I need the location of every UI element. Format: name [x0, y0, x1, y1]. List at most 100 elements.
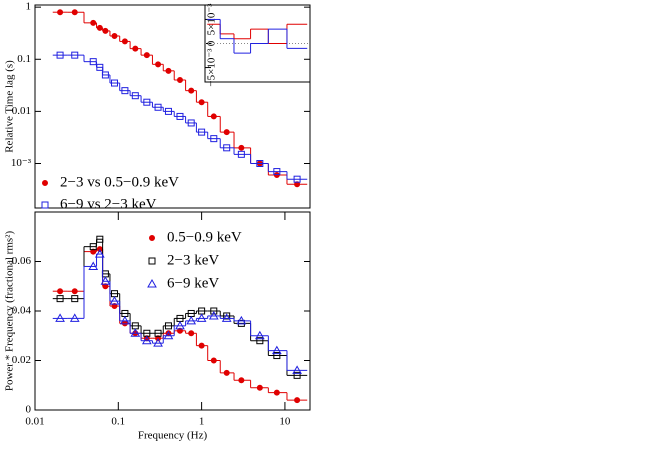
- marker: [57, 288, 64, 295]
- marker: [56, 51, 64, 59]
- y-tick-label: −5×10⁻³: [206, 48, 218, 87]
- marker: [221, 313, 232, 322]
- marker: [100, 276, 111, 285]
- marker: [256, 337, 264, 345]
- marker: [147, 278, 157, 288]
- marker: [120, 315, 130, 325]
- marker: [238, 377, 245, 384]
- marker: [293, 175, 301, 183]
- marker: [223, 369, 230, 376]
- marker: [90, 248, 97, 255]
- marker: [196, 313, 207, 322]
- marker: [176, 112, 184, 120]
- marker: [186, 315, 197, 325]
- x-tick-label: 10: [279, 416, 291, 428]
- marker: [121, 87, 129, 95]
- marker: [163, 330, 174, 340]
- marker: [94, 249, 105, 258]
- marker: [71, 9, 78, 16]
- marker: [149, 235, 155, 241]
- marker: [143, 52, 150, 59]
- marker: [175, 320, 185, 330]
- marker: [42, 180, 48, 186]
- legend-label: 2−3 keV: [167, 252, 219, 268]
- y-tick-label: 1: [26, 1, 32, 13]
- marker: [57, 9, 64, 16]
- marker: [55, 313, 65, 322]
- marker: [88, 261, 99, 270]
- marker: [188, 330, 195, 337]
- marker: [187, 119, 195, 127]
- marker: [41, 201, 49, 209]
- marker: [71, 51, 79, 59]
- plot-frame: [34, 4, 311, 209]
- y-tick-label: 0.06: [12, 255, 32, 267]
- marker: [198, 99, 205, 106]
- legend-label: 0.5−0.9 keV: [167, 229, 242, 245]
- x-tick-label: 0.01: [25, 416, 44, 428]
- marker: [237, 150, 245, 158]
- marker: [69, 313, 80, 322]
- marker: [165, 67, 172, 74]
- y-tick-label: 0.01: [12, 105, 31, 117]
- marker: [256, 160, 264, 168]
- marker: [198, 342, 205, 349]
- marker: [210, 357, 217, 364]
- marker: [148, 257, 156, 265]
- marker: [141, 335, 152, 345]
- legend-label: 6−9 keV: [167, 275, 219, 291]
- plot-frame: [34, 211, 311, 411]
- marker: [121, 38, 128, 45]
- marker: [131, 92, 139, 100]
- marker: [110, 79, 118, 87]
- legend-label: 6−9 vs 2−3 keV: [60, 196, 157, 212]
- marker: [121, 320, 128, 327]
- marker: [273, 352, 281, 360]
- marker: [164, 322, 172, 330]
- y-axis-label: Power * Frequency (fractional rms²): [4, 231, 16, 392]
- marker: [293, 371, 301, 379]
- marker: [154, 329, 162, 337]
- marker: [164, 107, 172, 115]
- marker: [143, 98, 151, 106]
- y-tick-label: 0.02: [12, 354, 31, 366]
- marker: [188, 87, 195, 94]
- marker: [273, 168, 281, 176]
- marker: [256, 384, 263, 391]
- marker: [130, 328, 141, 337]
- legend-label: 2−3 vs 0.5−0.9 keV: [60, 174, 179, 190]
- marker: [294, 397, 301, 404]
- marker: [210, 113, 217, 120]
- marker: [56, 295, 64, 303]
- series-group: [207, 18, 308, 54]
- series-group: [52, 9, 308, 188]
- marker: [101, 71, 109, 79]
- marker: [254, 330, 265, 340]
- series-group: [52, 235, 308, 404]
- marker: [198, 128, 206, 136]
- marker: [210, 135, 218, 143]
- marker: [132, 45, 139, 52]
- marker: [238, 144, 245, 151]
- marker: [210, 307, 218, 315]
- marker: [96, 24, 103, 31]
- marker: [223, 312, 231, 320]
- marker: [208, 310, 219, 320]
- marker: [273, 389, 280, 396]
- marker: [271, 345, 282, 355]
- marker: [176, 327, 183, 334]
- marker: [236, 315, 247, 325]
- marker: [102, 283, 109, 290]
- marker: [111, 303, 118, 310]
- y-tick-label: 0.04: [12, 305, 32, 317]
- marker: [90, 19, 97, 26]
- marker: [154, 103, 162, 111]
- marker: [155, 61, 162, 68]
- marker: [223, 129, 230, 136]
- x-tick-label: 0.1: [111, 416, 125, 428]
- y-tick-label: 10⁻³: [11, 157, 32, 169]
- marker: [71, 288, 78, 295]
- x-tick-label: 1: [199, 416, 205, 428]
- marker: [292, 365, 302, 374]
